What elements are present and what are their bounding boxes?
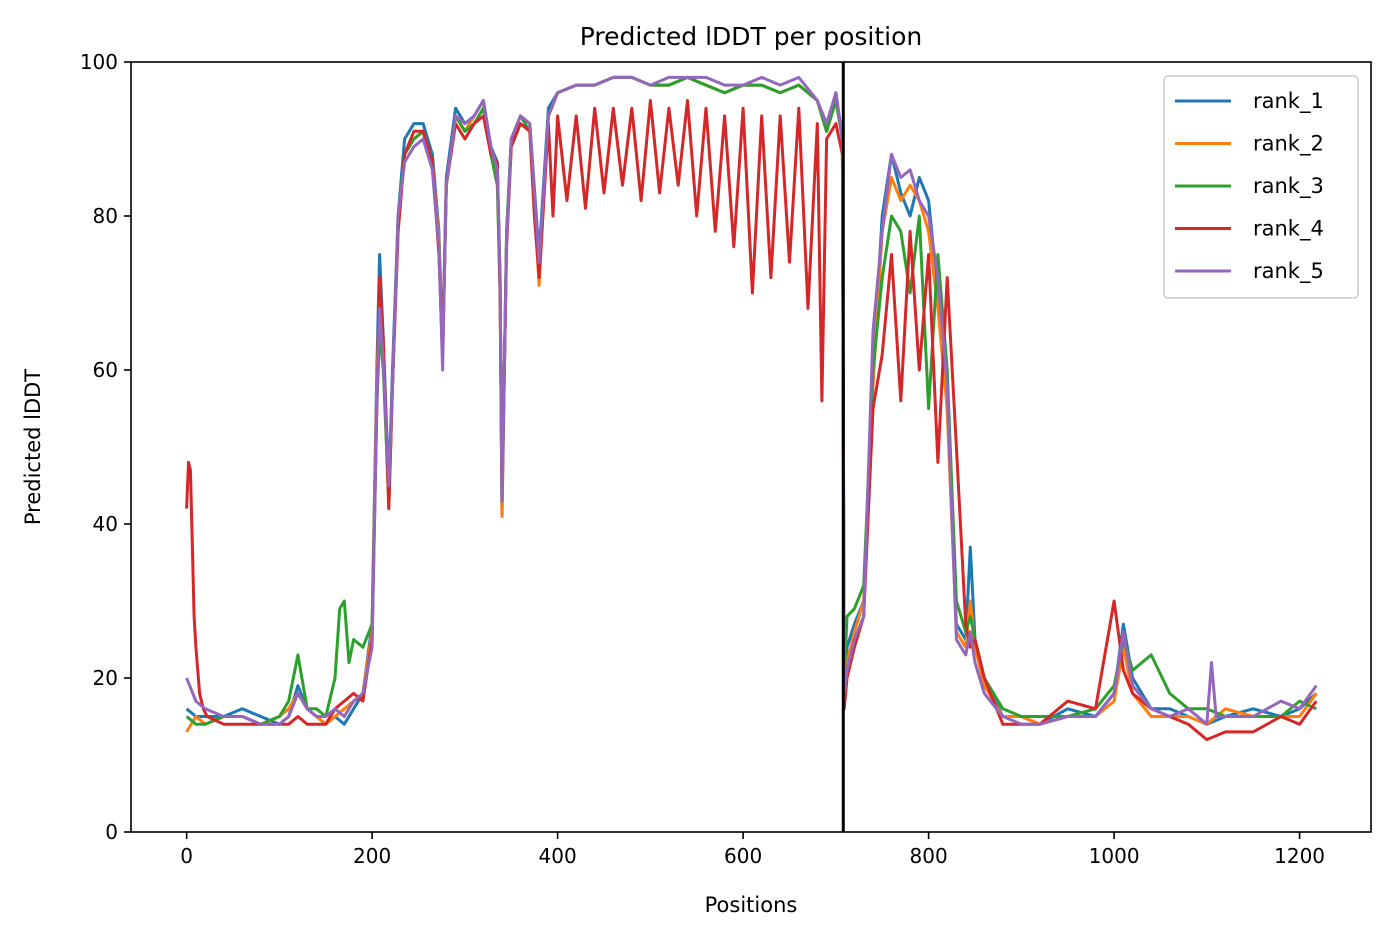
x-tick-label: 800: [910, 844, 948, 868]
series-line-rank_5: [185, 75, 1318, 726]
legend-label-rank_3: rank_3: [1253, 174, 1324, 199]
series-line-rank_2: [185, 75, 1318, 733]
x-tick-label: 0: [180, 844, 193, 868]
y-tick-label: 60: [93, 358, 118, 382]
x-tick-label: 1000: [1089, 844, 1140, 868]
series-line-rank_1: [185, 75, 1318, 726]
y-tick-label: 40: [93, 512, 118, 536]
x-axis-title: Positions: [705, 893, 798, 917]
chart-title: Predicted lDDT per position: [580, 22, 922, 51]
x-tick-label: 200: [353, 844, 391, 868]
legend-label-rank_5: rank_5: [1253, 259, 1324, 284]
legend: rank_1 rank_2 rank_3 rank_4 rank_5: [1163, 75, 1359, 299]
series-line-rank_4: [185, 99, 1318, 742]
legend-label-rank_1: rank_1: [1253, 89, 1324, 114]
legend-box: [1163, 75, 1359, 299]
y-tick-label: 80: [93, 204, 118, 228]
legend-label-rank_4: rank_4: [1253, 217, 1324, 242]
y-tick-label: 100: [80, 50, 118, 74]
legend-label-rank_2: rank_2: [1253, 132, 1324, 157]
series-line-rank_3: [185, 75, 1317, 726]
series-layer: [185, 75, 1318, 742]
x-axis: 0 200 400 600 800 1000 1200: [180, 832, 1325, 868]
plot-frame: [130, 61, 1372, 833]
y-tick-label: 20: [93, 666, 118, 690]
x-tick-label: 1200: [1274, 844, 1325, 868]
x-tick-label: 600: [724, 844, 762, 868]
y-tick-label: 0: [105, 820, 118, 844]
x-tick-label: 400: [539, 844, 577, 868]
y-axis: 0 20 40 60 80 100: [80, 50, 131, 844]
y-axis-title: Predicted lDDT: [21, 369, 45, 525]
plot-area: [130, 61, 1372, 833]
